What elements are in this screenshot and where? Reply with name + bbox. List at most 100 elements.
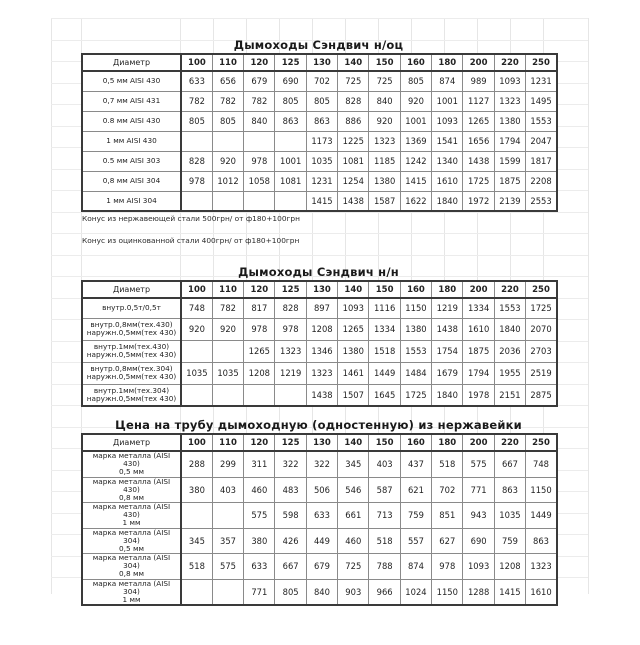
- price-cell: 903: [337, 578, 370, 606]
- price-cell: 1058: [243, 170, 276, 192]
- price-cell: 1334: [368, 317, 401, 341]
- price-cell: 1484: [399, 361, 433, 385]
- price-cell: 1265: [337, 317, 370, 341]
- price-cell: [211, 383, 245, 407]
- price-cell: 989: [462, 70, 495, 92]
- header-cell-size-120: 120: [243, 433, 276, 452]
- price-cell: 874: [399, 553, 433, 580]
- price-cell: 748: [525, 450, 558, 478]
- header-cell-size-180: 180: [431, 280, 464, 299]
- table-row: 1 мм AISI 304 1415 1438 1587 1622 1840 1972 213…: [81, 190, 558, 212]
- price-cell: 345: [180, 527, 213, 555]
- price-cell: 1231: [525, 70, 558, 92]
- price-cell: 828: [180, 150, 213, 172]
- header-cell-size-140: 140: [337, 433, 370, 452]
- price-cell: 1679: [431, 361, 464, 385]
- price-cell: 426: [274, 527, 307, 555]
- price-cell: 840: [368, 90, 401, 112]
- price-cell: 1725: [525, 297, 558, 319]
- price-cell: 1340: [431, 150, 464, 172]
- price-cell: 805: [399, 70, 433, 92]
- table-header-row: Диаметр 100 110 120 125 130 140 150 160 180 200 220…: [81, 53, 558, 72]
- price-cell: 771: [243, 578, 276, 606]
- price-cell: 863: [493, 476, 527, 504]
- price-cell: 782: [180, 90, 213, 112]
- price-cell: 1035: [305, 150, 339, 172]
- table-row: 1 мм AISI 430 1173 1225 1323 1369 1541 1656 179…: [81, 130, 558, 152]
- header-cell-size-100: 100: [180, 433, 213, 452]
- price-cell: 1265: [462, 110, 495, 132]
- price-cell: 2519: [525, 361, 558, 385]
- price-cell: 725: [368, 70, 401, 92]
- price-cell: 978: [431, 553, 464, 580]
- table-title-sandwich-n-n: Дымоходы Сэндвич н/н: [238, 265, 399, 279]
- price-cell: 805: [305, 90, 339, 112]
- price-cell: 1219: [274, 361, 307, 385]
- price-cell: [274, 130, 307, 152]
- header-cell-size-110: 110: [211, 433, 245, 452]
- price-cell: 1127: [462, 90, 495, 112]
- price-cell: 1150: [431, 578, 464, 606]
- row-label: марка металла (AISI 430) 0,5 мм: [81, 450, 182, 478]
- price-cell: 725: [337, 70, 370, 92]
- price-cell: [180, 339, 213, 363]
- price-cell: [243, 190, 276, 212]
- header-cell-size-180: 180: [431, 433, 464, 452]
- price-cell: 575: [243, 502, 276, 529]
- price-cell: 840: [243, 110, 276, 132]
- header-cell-size-250: 250: [525, 280, 558, 299]
- price-cell: 1461: [337, 361, 370, 385]
- price-cell: 1254: [337, 170, 370, 192]
- price-cell: 782: [243, 90, 276, 112]
- price-cell: 1507: [337, 383, 370, 407]
- price-cell: 380: [243, 527, 276, 555]
- row-label: 0,5 мм AISI 430: [81, 70, 182, 92]
- price-cell: 1610: [462, 317, 495, 341]
- price-cell: 828: [337, 90, 370, 112]
- header-cell-size-120: 120: [243, 280, 276, 299]
- price-cell: 1587: [368, 190, 401, 212]
- price-cell: 828: [274, 297, 307, 319]
- table-row: марка металла (AISI 304) 0,5 мм 345 357 380 4…: [81, 527, 558, 555]
- price-cell: 690: [462, 527, 495, 555]
- price-cell: 2553: [525, 190, 558, 212]
- row-label: 1 мм AISI 430: [81, 130, 182, 152]
- price-cell: 1242: [399, 150, 433, 172]
- header-cell-size-200: 200: [462, 433, 495, 452]
- price-cell: 1081: [274, 170, 307, 192]
- header-cell-size-250: 250: [525, 53, 558, 72]
- price-cell: 1208: [305, 317, 339, 341]
- header-cell-size-125: 125: [274, 53, 307, 72]
- price-cell: 1231: [305, 170, 339, 192]
- price-cell: 1288: [462, 578, 495, 606]
- price-cell: 805: [180, 110, 213, 132]
- row-label: 0,8 мм AISI 304: [81, 170, 182, 192]
- header-cell-size-125: 125: [274, 280, 307, 299]
- price-cell: 1553: [399, 339, 433, 363]
- price-cell: 1346: [305, 339, 339, 363]
- price-cell: 1438: [431, 317, 464, 341]
- price-cell: 1265: [243, 339, 276, 363]
- price-cell: 1012: [211, 170, 245, 192]
- table-row: 0,8 мм AISI 304 978 1012 1058 1081 1231 1254 13…: [81, 170, 558, 192]
- price-cell: 460: [337, 527, 370, 555]
- price-cell: 1955: [493, 361, 527, 385]
- table-row: марка металла (AISI 430) 1 мм 575 598 633 661…: [81, 502, 558, 529]
- price-cell: 1875: [462, 339, 495, 363]
- price-cell: 1495: [525, 90, 558, 112]
- price-cell: 702: [305, 70, 339, 92]
- price-cell: 1081: [337, 150, 370, 172]
- row-label: 0.8 мм AISI 430: [81, 110, 182, 132]
- price-cell: 667: [493, 450, 527, 478]
- price-cell: 782: [211, 90, 245, 112]
- price-cell: 1438: [337, 190, 370, 212]
- price-cell: 598: [274, 502, 307, 529]
- price-cell: 633: [243, 553, 276, 580]
- price-cell: [180, 502, 213, 529]
- price-cell: 920: [211, 317, 245, 341]
- price-cell: 1001: [399, 110, 433, 132]
- price-cell: 1817: [525, 150, 558, 172]
- price-cell: [211, 502, 245, 529]
- price-cell: 1840: [431, 383, 464, 407]
